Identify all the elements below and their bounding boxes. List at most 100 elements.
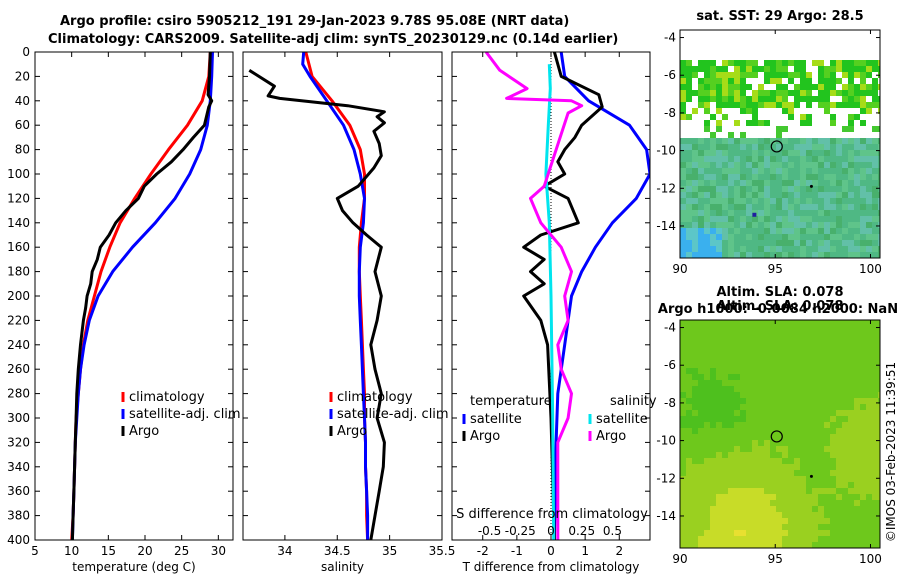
map-cell	[710, 156, 717, 163]
map-cell	[680, 518, 687, 525]
map-cell	[806, 458, 813, 465]
map-cell	[698, 422, 705, 429]
map-cell	[800, 512, 807, 519]
map-cell	[698, 192, 705, 199]
map-cell	[752, 42, 759, 49]
map-cell	[776, 216, 783, 223]
y-tick-label: 140	[7, 216, 30, 230]
map-cell	[716, 416, 723, 423]
y-tick-label: 220	[7, 313, 30, 327]
y-tick-label: 200	[7, 289, 30, 303]
map-cell	[746, 476, 753, 483]
map-cell	[818, 488, 825, 495]
map-cell	[848, 78, 855, 85]
map-cell	[794, 60, 801, 67]
map-cell	[746, 350, 753, 357]
map-cell	[848, 162, 855, 169]
map-cell	[842, 320, 849, 327]
map-cell	[872, 320, 879, 327]
map-cell	[716, 494, 723, 501]
map-cell	[716, 500, 723, 507]
map-cell	[746, 234, 753, 241]
map-cell	[734, 222, 741, 229]
map-cell	[836, 180, 843, 187]
axes-frame	[451, 51, 651, 541]
map-cell	[842, 138, 849, 145]
map-cell	[860, 222, 867, 229]
map-cell	[830, 386, 837, 393]
map-cell	[758, 404, 765, 411]
map-cell	[770, 30, 777, 37]
map-cell	[752, 542, 759, 548]
map-cell	[854, 228, 861, 235]
map-cell	[728, 228, 735, 235]
map-cell	[872, 192, 879, 199]
map-cell	[830, 470, 837, 477]
map-cell	[752, 192, 759, 199]
map-cell	[764, 512, 771, 519]
map-cell	[866, 374, 873, 381]
map-cell	[722, 90, 729, 97]
map-cell	[728, 458, 735, 465]
map-cell	[824, 404, 831, 411]
map-cell	[848, 374, 855, 381]
map-cell	[770, 410, 777, 417]
map-cell	[866, 488, 873, 495]
map-cell	[878, 108, 880, 115]
map-cell	[878, 216, 880, 223]
map-cell	[860, 66, 867, 73]
map-cell	[800, 404, 807, 411]
y-tick-label: 400	[7, 533, 30, 547]
x-tick-label: 95	[768, 552, 783, 566]
map-cell	[830, 368, 837, 375]
map-cell	[830, 452, 837, 459]
map-cell	[848, 506, 855, 513]
map-cell	[740, 506, 747, 513]
map-cell	[806, 344, 813, 351]
map-cell	[686, 84, 693, 91]
map-cell	[716, 96, 723, 103]
map-cell	[746, 434, 753, 441]
map-cell	[752, 332, 759, 339]
map-cell	[752, 96, 759, 103]
map-cell	[860, 120, 867, 127]
map-cell	[836, 66, 843, 73]
map-cell	[770, 374, 777, 381]
map-cell	[854, 320, 861, 327]
series-line	[484, 52, 584, 540]
map-cell	[734, 428, 741, 435]
map-cell	[776, 494, 783, 501]
map-cell	[866, 246, 873, 253]
map-cell	[734, 192, 741, 199]
map-cell	[788, 542, 795, 548]
map-cell	[740, 126, 747, 133]
map-cell	[776, 84, 783, 91]
map-cell	[836, 240, 843, 247]
map-cell	[788, 228, 795, 235]
map-cell	[722, 198, 729, 205]
map-cell	[848, 198, 855, 205]
map-cell	[734, 156, 741, 163]
map-cell	[758, 108, 765, 115]
map-cell	[770, 338, 777, 345]
map-cell	[872, 90, 879, 97]
map-cell	[800, 422, 807, 429]
map-cell	[788, 246, 795, 253]
map-cell	[692, 446, 699, 453]
map-cell	[710, 374, 717, 381]
map-cell	[692, 326, 699, 333]
map-cell	[866, 216, 873, 223]
map-cell	[752, 464, 759, 471]
map-cell	[752, 428, 759, 435]
map-cell	[860, 108, 867, 115]
map-cell	[806, 494, 813, 501]
map-cell	[680, 356, 687, 363]
map-cell	[878, 42, 880, 49]
map-cell	[740, 386, 747, 393]
map-cell	[824, 180, 831, 187]
map-cell	[794, 506, 801, 513]
map-cell	[872, 512, 879, 519]
map-cell	[716, 114, 723, 121]
map-cell	[770, 90, 777, 97]
map-cell	[770, 380, 777, 387]
